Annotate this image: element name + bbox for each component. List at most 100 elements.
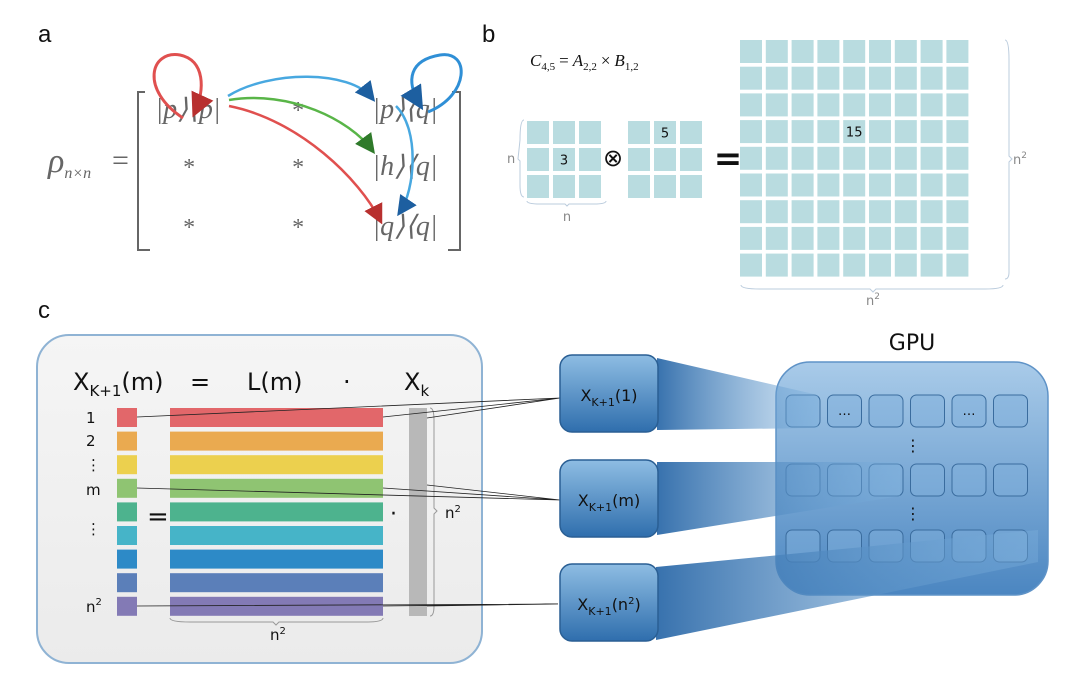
matrix-cell [843,146,866,170]
matrix-cell [920,93,943,117]
matrix-cell [765,173,788,197]
matrix-cell [869,146,891,170]
gpu-core [993,463,1028,497]
gpu-vdots-1: ⋮ [905,436,921,455]
operator-row [170,549,383,569]
matrix-cell [553,175,575,198]
matrix-cell [579,121,601,144]
n-brace-left [517,119,525,198]
rho-symbol: ρn×n [47,143,91,182]
matrix-cell [579,148,601,171]
panel-label-b: b [482,21,495,48]
beam-1 [657,358,818,430]
matrix-cell [869,253,891,277]
matrix-cell [740,253,762,277]
gpu-core [951,463,987,497]
matrix-cell [791,226,814,250]
matrix-cell [817,146,840,170]
matrix-cell [817,173,840,197]
blue-arrow-pp-to-pq [227,75,376,102]
matrix-entry-ket-bra: |p⟩⟨p| [155,94,220,125]
matrix-cell [628,175,650,198]
matrix-cell [920,226,943,250]
matrix-cell [894,120,917,144]
gpu-title: GPU [889,331,935,356]
matrix-cell [894,146,917,170]
matrix-cell [765,93,788,117]
row-label: n2 [86,597,102,616]
matrix-cell [740,200,762,224]
matrix-entry-star: * [182,215,194,241]
matrix-cell [843,253,866,277]
matrix-cell [740,120,762,144]
matrix-cell [791,66,814,90]
matrix-cell [654,121,676,144]
matrix-cell [817,120,840,144]
matrix-cell [869,40,891,63]
n-brace-bottom [526,200,607,207]
matrix-cell [843,173,866,197]
matrix-cell [843,40,866,63]
matrix-cell [579,175,601,198]
gpu-ellipsis: … [838,404,851,419]
thread-node-label: XK+1(m) [578,491,640,514]
matrix-cell [765,66,788,90]
result-element [117,455,137,475]
matrix-cell [680,121,702,144]
matrix-cell [527,121,549,144]
matrix-cell [920,146,943,170]
matrix-cell [740,226,762,250]
matrix-cell [946,40,969,63]
kron-formula: C4,5 = A2,2 × B1,2 [530,51,639,73]
matrix-cell [817,226,840,250]
panel-label-c: c [38,297,50,324]
matrix-cell [791,253,814,277]
matrix-cell [946,120,969,144]
row-label: ⋮ [86,456,101,474]
thread-node [559,354,659,433]
matrix-cell [894,93,917,117]
gpu-core [868,394,904,428]
row-label: ⋮ [86,520,101,538]
matrix-cell [843,120,866,144]
n2-label-bottom: n2 [866,292,880,309]
n-label-left: n [507,152,515,167]
matrix-cell [894,200,917,224]
matrix-cell [791,40,814,63]
gpu-vdots-2: ⋮ [905,504,921,523]
matrix-cell [894,40,917,63]
rows-dot: · [390,502,397,527]
matrix-cell [817,40,840,63]
matrix-brace [169,617,384,626]
result-element [117,408,137,427]
row-label: 2 [86,432,96,450]
matrix-cell [946,200,969,224]
matrix-cell [680,148,702,171]
result-element [117,478,137,498]
cell-value: 15 [846,126,863,141]
matrix-cell [869,120,891,144]
n2-brace-right [1004,39,1013,280]
equation-header: XK+1(m) = L(m) · Xk [73,368,429,400]
self-loop-red-arrow [152,53,214,120]
matrix-cell [791,146,814,170]
result-element [117,573,137,593]
matrix-cell [920,173,943,197]
matrix-cell [680,175,702,198]
cell-value: 3 [560,154,568,169]
operator-row [170,596,383,616]
matrix-cell [817,93,840,117]
thread-node-label: XK+1(n2) [577,595,640,618]
n2-label-right: n2 [1013,151,1027,168]
matrix-cell [946,226,969,250]
matrix-a: 3 [527,121,601,198]
eq-operator: L(m) [247,368,302,396]
connector-lines [136,397,561,607]
matrix-cell [740,173,762,197]
matrix-entry-star: * [291,215,303,241]
result-element [117,596,137,616]
matrix-cell [920,66,943,90]
matrix-cell [869,200,891,224]
gpu-panel: XK+1(m) = L(m) · Xk 1 2 ⋮ m ⋮ n2 = · n2 n2 GP… [36,331,1049,664]
